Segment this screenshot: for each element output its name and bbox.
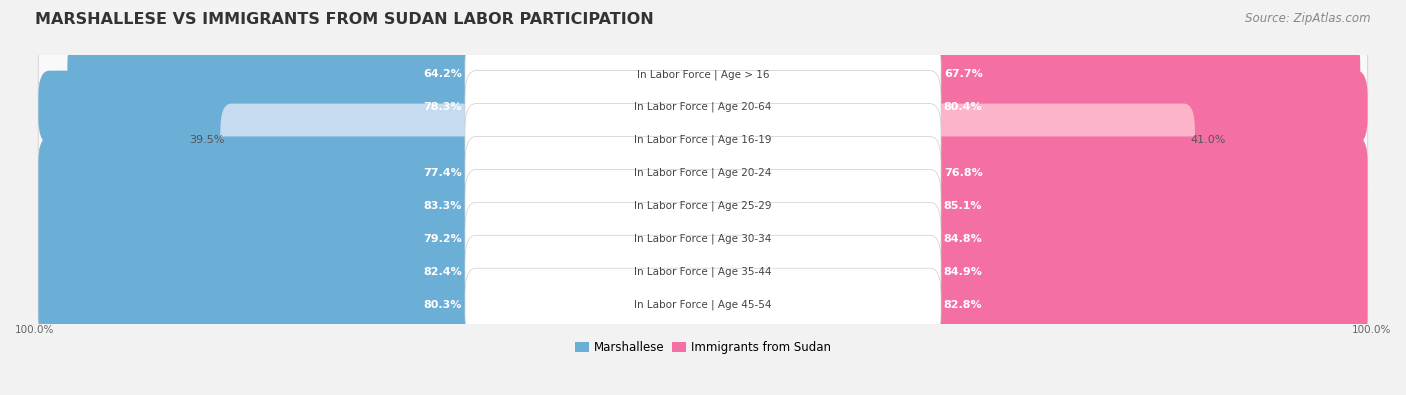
Text: 82.8%: 82.8% (943, 300, 983, 310)
FancyBboxPatch shape (38, 278, 1368, 331)
FancyBboxPatch shape (920, 169, 1368, 243)
FancyBboxPatch shape (465, 38, 941, 111)
Text: 80.3%: 80.3% (423, 300, 463, 310)
FancyBboxPatch shape (38, 169, 486, 243)
FancyBboxPatch shape (465, 71, 941, 144)
FancyBboxPatch shape (920, 103, 1195, 177)
Text: 84.9%: 84.9% (943, 267, 983, 277)
FancyBboxPatch shape (38, 114, 1368, 166)
FancyBboxPatch shape (465, 103, 941, 177)
FancyBboxPatch shape (38, 81, 1368, 134)
FancyBboxPatch shape (38, 147, 1368, 199)
FancyBboxPatch shape (38, 48, 1368, 101)
FancyBboxPatch shape (920, 202, 1368, 275)
Text: In Labor Force | Age 30-34: In Labor Force | Age 30-34 (634, 233, 772, 244)
Text: In Labor Force | Age 20-24: In Labor Force | Age 20-24 (634, 168, 772, 178)
FancyBboxPatch shape (38, 71, 486, 144)
Text: 80.4%: 80.4% (943, 102, 983, 112)
Text: 39.5%: 39.5% (190, 135, 225, 145)
Text: 64.2%: 64.2% (423, 69, 463, 79)
FancyBboxPatch shape (920, 235, 1368, 308)
Text: 100.0%: 100.0% (1351, 325, 1391, 335)
FancyBboxPatch shape (38, 137, 486, 210)
Text: MARSHALLESE VS IMMIGRANTS FROM SUDAN LABOR PARTICIPATION: MARSHALLESE VS IMMIGRANTS FROM SUDAN LAB… (35, 12, 654, 27)
Text: 84.8%: 84.8% (943, 234, 983, 244)
FancyBboxPatch shape (38, 245, 1368, 298)
FancyBboxPatch shape (920, 38, 1360, 111)
Legend: Marshallese, Immigrants from Sudan: Marshallese, Immigrants from Sudan (571, 337, 835, 359)
Text: In Labor Force | Age > 16: In Labor Force | Age > 16 (637, 69, 769, 79)
Text: 77.4%: 77.4% (423, 168, 463, 178)
Text: Source: ZipAtlas.com: Source: ZipAtlas.com (1246, 12, 1371, 25)
Text: 67.7%: 67.7% (943, 69, 983, 79)
FancyBboxPatch shape (465, 202, 941, 275)
FancyBboxPatch shape (920, 268, 1368, 341)
FancyBboxPatch shape (465, 169, 941, 243)
FancyBboxPatch shape (920, 137, 1368, 210)
FancyBboxPatch shape (38, 202, 486, 275)
Text: 41.0%: 41.0% (1191, 135, 1226, 145)
FancyBboxPatch shape (221, 103, 486, 177)
Text: 82.4%: 82.4% (423, 267, 463, 277)
FancyBboxPatch shape (38, 180, 1368, 232)
Text: 100.0%: 100.0% (15, 325, 55, 335)
Text: In Labor Force | Age 20-64: In Labor Force | Age 20-64 (634, 102, 772, 113)
FancyBboxPatch shape (920, 71, 1368, 144)
Text: 76.8%: 76.8% (943, 168, 983, 178)
FancyBboxPatch shape (465, 235, 941, 308)
Text: 79.2%: 79.2% (423, 234, 463, 244)
FancyBboxPatch shape (38, 213, 1368, 265)
FancyBboxPatch shape (38, 268, 486, 341)
Text: In Labor Force | Age 16-19: In Labor Force | Age 16-19 (634, 135, 772, 145)
Text: In Labor Force | Age 25-29: In Labor Force | Age 25-29 (634, 201, 772, 211)
FancyBboxPatch shape (465, 268, 941, 341)
Text: In Labor Force | Age 35-44: In Labor Force | Age 35-44 (634, 267, 772, 277)
FancyBboxPatch shape (67, 38, 486, 111)
Text: 83.3%: 83.3% (423, 201, 463, 211)
Text: 85.1%: 85.1% (943, 201, 983, 211)
FancyBboxPatch shape (465, 137, 941, 210)
Text: 78.3%: 78.3% (423, 102, 463, 112)
Text: In Labor Force | Age 45-54: In Labor Force | Age 45-54 (634, 299, 772, 310)
FancyBboxPatch shape (38, 235, 486, 308)
